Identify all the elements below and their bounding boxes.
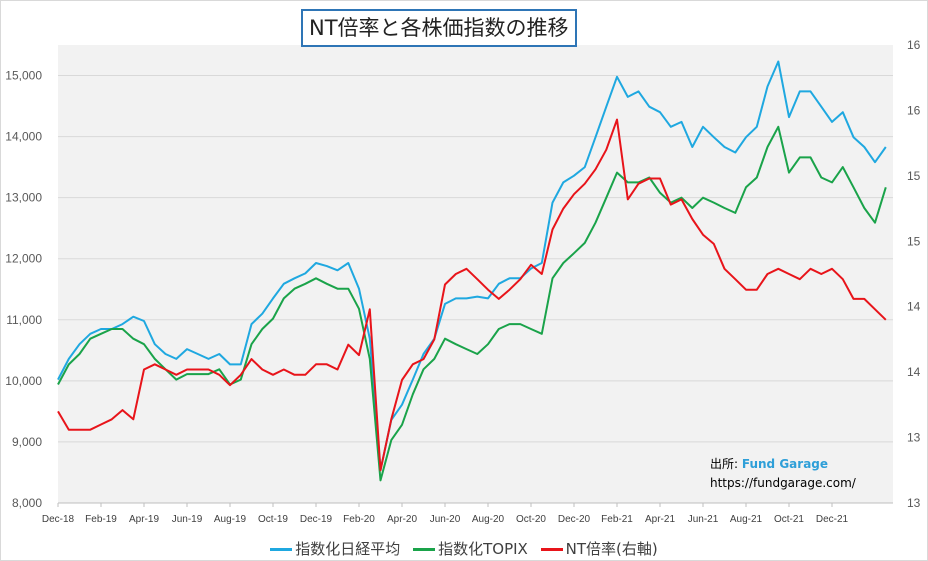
x-tick-label: Aug-20 [472,514,505,525]
x-tick-label: Dec-19 [300,514,333,525]
plot-area [58,45,893,503]
chart-title: NT倍率と各株価指数の推移 [301,9,577,47]
x-tick-label: Feb-21 [601,514,633,525]
series-line-topix [57,125,887,482]
y-right-tick-label: 13 [907,431,921,445]
y-left-tick-label: 10,000 [5,374,42,388]
legend-label: 指数化日経平均 [295,540,401,558]
x-tick-label: Dec-21 [816,514,849,525]
y-right-tick-label: 16 [907,103,921,117]
source-label: 出所: [710,457,739,471]
legend-label: NT倍率(右軸) [565,540,658,558]
x-tick-label: Feb-20 [343,514,375,525]
y-left-tick-label: 12,000 [5,252,42,266]
legend-item-nt-ratio: NT倍率(右軸) [540,538,658,559]
x-tick-label: Aug-19 [214,514,247,525]
source-brand: Fund Garage [741,457,829,471]
legend-swatch [270,548,293,551]
source-note: 出所: Fund Garage https://fundgarage.com/ [710,455,856,493]
y-left-tick-label: 14,000 [5,130,42,144]
legend-label: 指数化TOPIX [438,540,528,558]
y-left-tick-label: 8,000 [12,496,42,510]
y-right-tick-label: 14 [907,300,921,314]
series-line-nikkei [57,60,887,471]
source-url: https://fundgarage.com/ [710,476,856,490]
y-left-tick-label: 13,000 [5,191,42,205]
x-tick-label: Jun-20 [430,514,461,525]
x-tick-label: Apr-20 [387,514,417,525]
legend-swatch [540,548,563,551]
y-right-tick-label: 16 [907,38,921,52]
x-tick-label: Aug-21 [730,514,763,525]
x-tick-label: Apr-21 [645,514,675,525]
x-tick-label: Dec-20 [558,514,591,525]
x-tick-label: Oct-21 [774,514,804,525]
x-tick-label: Dec-18 [42,514,75,525]
y-left-tick-label: 15,000 [5,69,42,83]
x-tick-label: Feb-19 [85,514,117,525]
y-right-tick-label: 14 [907,365,921,379]
y-right-tick-label: 13 [907,496,921,510]
legend-swatch [413,548,436,551]
x-tick-label: Jun-19 [172,514,203,525]
x-tick-label: Apr-19 [129,514,159,525]
y-left-tick-label: 9,000 [12,435,42,449]
legend: 指数化日経平均 指数化TOPIX NT倍率(右軸) [0,538,928,559]
x-tick-label: Oct-19 [258,514,288,525]
legend-item-topix: 指数化TOPIX [413,538,528,559]
y-right-tick-label: 15 [907,234,921,248]
x-tick-label: Oct-20 [516,514,546,525]
series-line-nt-ratio [57,118,887,472]
x-tick-label: Jun-21 [688,514,719,525]
y-right-tick-label: 15 [907,169,921,183]
y-left-tick-label: 11,000 [6,313,42,327]
legend-item-nikkei: 指数化日経平均 [270,538,400,559]
